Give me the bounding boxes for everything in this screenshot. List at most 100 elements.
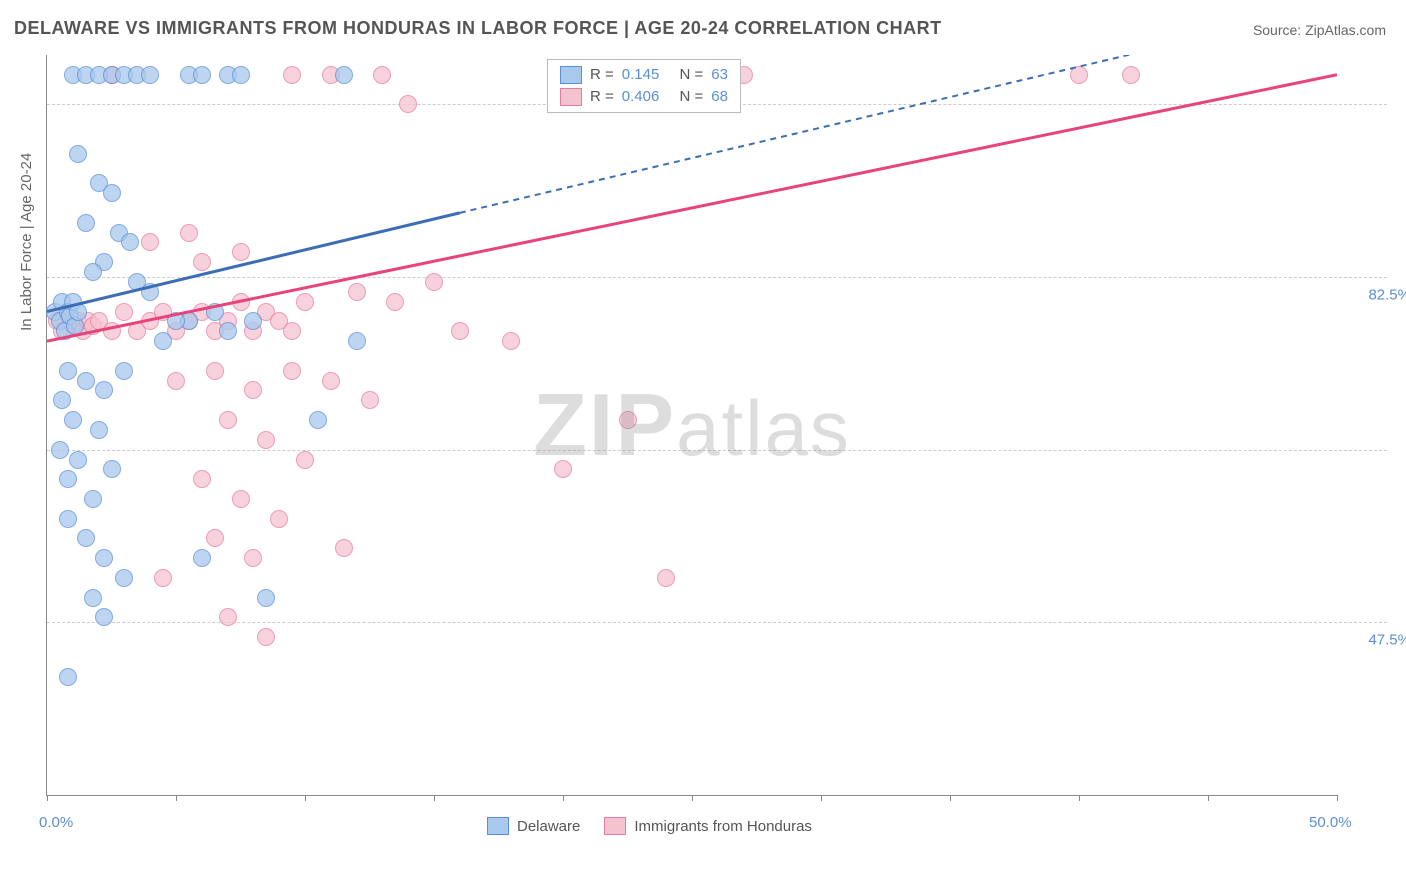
scatter-point [103,460,121,478]
grid-line [47,277,1387,278]
scatter-point [244,381,262,399]
scatter-point [335,539,353,557]
scatter-point [219,322,237,340]
scatter-point [270,510,288,528]
scatter-point [309,411,327,429]
legend-label: Immigrants from Honduras [634,818,812,835]
scatter-point [59,668,77,686]
scatter-point [59,470,77,488]
scatter-point [257,628,275,646]
scatter-point [348,283,366,301]
scatter-point [1122,66,1140,84]
watermark-small: atlas [676,384,851,472]
scatter-point [206,362,224,380]
x-tick [1337,795,1338,801]
legend-swatch [487,817,509,835]
scatter-point [84,589,102,607]
source-label: Source: ZipAtlas.com [1253,22,1386,38]
scatter-point [95,381,113,399]
scatter-point [451,322,469,340]
scatter-point [219,411,237,429]
scatter-point [193,549,211,567]
scatter-point [115,569,133,587]
swatch-a [560,66,582,84]
scatter-point [386,293,404,311]
x-tick [47,795,48,801]
x-tick [305,795,306,801]
scatter-point [64,411,82,429]
scatter-point [283,322,301,340]
scatter-point [425,273,443,291]
scatter-point [348,332,366,350]
scatter-point [257,589,275,607]
legend-series: Delaware Immigrants from Honduras [487,817,812,835]
scatter-point [335,66,353,84]
scatter-point [619,411,637,429]
scatter-point [322,372,340,390]
chart-title: DELAWARE VS IMMIGRANTS FROM HONDURAS IN … [14,18,942,39]
x-tick [1208,795,1209,801]
x-tick [821,795,822,801]
scatter-point [283,66,301,84]
scatter-point [244,549,262,567]
scatter-point [167,312,185,330]
scatter-point [219,608,237,626]
trend-lines [47,55,1337,795]
y-tick-label: 82.5% [1368,287,1406,304]
scatter-point [193,253,211,271]
scatter-point [296,451,314,469]
scatter-point [232,243,250,261]
scatter-point [554,460,572,478]
x-tick [692,795,693,801]
legend-stats-row-a: R = 0.145 N = 63 [560,64,728,86]
scatter-point [121,233,139,251]
scatter-point [103,322,121,340]
scatter-point [77,529,95,547]
scatter-point [1070,66,1088,84]
scatter-point [244,312,262,330]
watermark: ZIPatlas [533,374,851,476]
scatter-point [296,293,314,311]
legend-stats: R = 0.145 N = 63 R = 0.406 N = 68 [547,59,741,113]
x-tick-label: 50.0% [1309,814,1352,831]
scatter-point [53,391,71,409]
x-tick [950,795,951,801]
scatter-point [502,332,520,350]
x-tick [176,795,177,801]
scatter-point [90,421,108,439]
scatter-point [141,283,159,301]
r-value-b: 0.406 [622,86,660,108]
scatter-point [84,490,102,508]
scatter-point [95,608,113,626]
scatter-point [115,303,133,321]
scatter-point [95,549,113,567]
scatter-point [657,569,675,587]
scatter-point [283,362,301,380]
scatter-point [399,95,417,113]
scatter-point [167,372,185,390]
n-value-a: 63 [711,64,728,86]
x-tick-label: 0.0% [39,814,73,831]
scatter-point [59,510,77,528]
scatter-point [51,441,69,459]
x-tick [563,795,564,801]
scatter-point [193,66,211,84]
scatter-point [361,391,379,409]
scatter-point [141,66,159,84]
n-label: N = [679,86,703,108]
scatter-point [69,451,87,469]
scatter-point [115,362,133,380]
legend-item: Delaware [487,817,580,835]
y-tick-label: 47.5% [1368,632,1406,649]
scatter-point [232,490,250,508]
scatter-point [206,303,224,321]
legend-stats-row-b: R = 0.406 N = 68 [560,86,728,108]
r-label: R = [590,64,614,86]
scatter-point [206,529,224,547]
scatter-point [180,224,198,242]
scatter-chart: ZIPatlas 47.5%82.5% 0.0%50.0% R = 0.145 … [46,55,1337,796]
legend-swatch [604,817,626,835]
scatter-point [373,66,391,84]
grid-line [47,622,1387,623]
n-label: N = [679,64,703,86]
